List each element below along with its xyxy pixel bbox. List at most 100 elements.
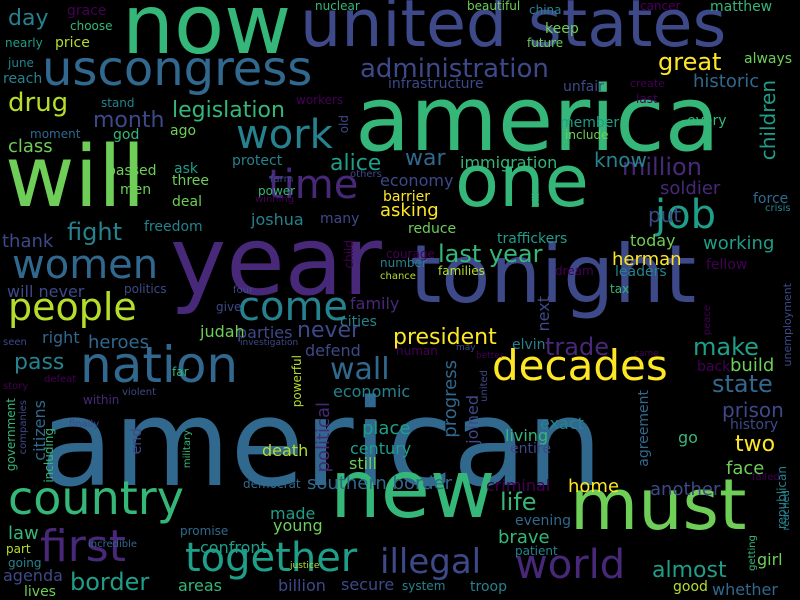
word-nearly: nearly [5,36,43,50]
word-men: men [120,182,152,198]
word-within: within [83,393,120,407]
word-million: million [622,153,702,181]
word-finally: finally [69,419,100,430]
word-child: child [342,240,356,269]
word-incredible: incredible [88,539,138,550]
word-next: next [534,296,553,332]
word-place: place [362,418,411,439]
word-war: war [405,146,446,171]
word-chance: chance [380,271,416,282]
word-old: old [337,115,351,134]
word-must: must [570,464,747,546]
word-another: another [650,479,721,500]
word-soldier: soldier [660,178,721,199]
word-tonight: tonight [410,228,697,321]
word-patient: patient [515,544,558,558]
word-life: life [500,488,537,516]
word-progress: progress [440,360,461,438]
word-american: american [40,375,603,514]
word-entire: entire [510,441,551,457]
word-story: story [3,381,29,392]
word-elvin: elvin [512,337,546,353]
word-three: three [172,173,210,189]
word-one: one [455,139,589,223]
word-military: military [182,430,193,469]
word-lives: lives [24,584,56,600]
word-grace: grace [67,3,107,19]
word-uscongress: uscongress [42,41,313,97]
word-secure: secure [341,575,395,594]
word-america: america [355,67,720,172]
word-alice: alice [330,151,382,176]
word-every: every [687,113,727,129]
word-including: including [42,428,56,483]
word-thank: thank [2,231,54,252]
word-agreement: agreement [636,390,652,467]
word-workers: workers [296,93,344,107]
word-cancer: cancer [640,0,681,13]
word-june: june [8,56,34,70]
word-others: others [350,169,382,180]
word-administration: administration [360,54,549,84]
word-legislation: legislation [172,98,285,123]
word-reach: reach [3,71,43,87]
word-border: border [70,568,150,596]
word-ask: ask [174,161,198,177]
word-end: end [129,428,145,455]
word-country: country [8,471,184,525]
word-political: political [313,402,334,473]
word-freedom: freedom [144,219,203,235]
word-brave: brave [498,527,550,548]
word-reduce: reduce [408,221,457,237]
word-nuclear: nuclear [315,0,360,13]
word-great: great [658,48,722,76]
word-deal: deal [172,194,202,210]
word-nation: nation [80,336,239,394]
word-fellow: fellow [706,257,748,273]
word-defend: defend [305,341,361,360]
word-historic: historic [693,71,760,92]
word-democrat: democrat [243,477,301,491]
word-protect: protect [232,153,283,169]
word-defeat: defeat [44,374,77,385]
word-state: state [712,370,773,398]
word-herman: herman [612,249,682,270]
word-year: year [170,207,382,317]
word-make: make [693,333,759,361]
word-always: always [744,51,793,67]
word-together: together [185,535,358,581]
word-better: better [476,351,504,361]
word-bill: bill [531,193,542,208]
word-system: system [402,579,446,593]
word-face: face [726,458,765,479]
word-dream: dream [555,264,594,278]
word-moment: moment [30,127,81,141]
word-women: women [12,242,159,288]
word-working: working [703,233,775,254]
word-asking: asking [380,200,439,221]
word-companies: companies [18,400,29,455]
word-history: history [730,417,779,433]
word-drug: drug [8,88,69,118]
word-part: part [6,542,31,556]
word-force: force [753,191,789,207]
word-fight: fight [67,218,122,246]
word-investigation: investigation [240,338,299,348]
word-almost: almost [652,558,727,583]
word-pass: pass [14,350,65,375]
word-young: young [273,516,323,535]
word-world: world [515,542,626,588]
word-china: china [529,3,562,17]
word-put: put [648,203,682,227]
word-never: never [297,318,361,343]
word-far: far [172,365,189,379]
word-two: two [735,432,776,457]
word-evening: evening [515,513,572,529]
word-price: price [55,35,90,51]
word-month: month [93,108,165,133]
word-leaders: leaders [615,264,667,280]
word-illegal: illegal [380,542,482,582]
word-farm: farm [270,174,294,185]
word-prison: prison [722,398,784,422]
word-economic: economic [333,382,411,401]
